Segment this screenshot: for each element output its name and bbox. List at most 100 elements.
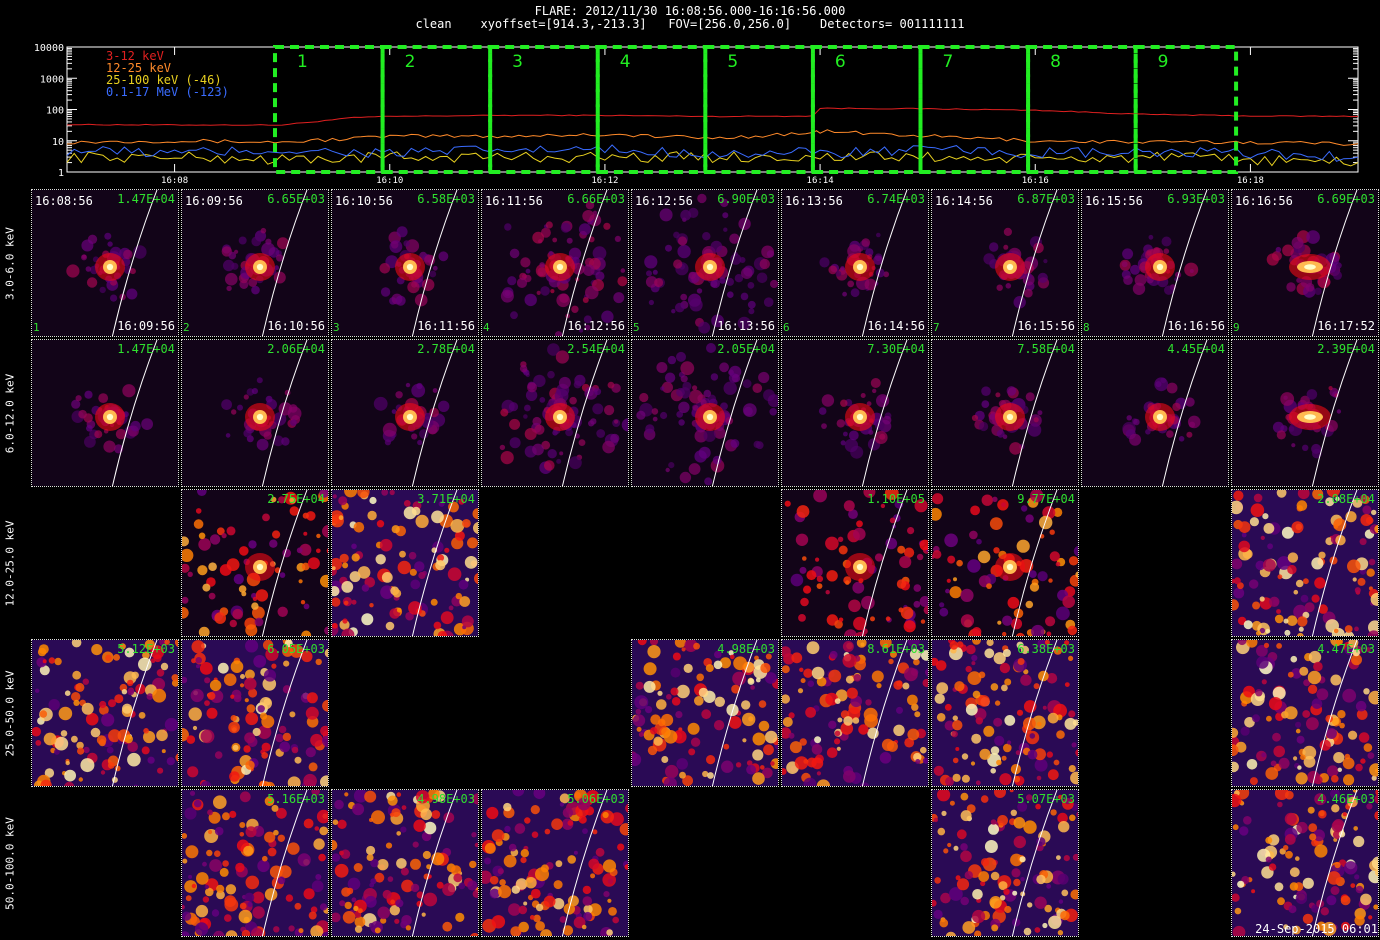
noise-blob (106, 746, 114, 754)
noise-blob (728, 716, 742, 729)
noise-blob (966, 644, 976, 655)
noise-blob (303, 531, 308, 536)
noise-blob (127, 688, 135, 696)
noise-blob (472, 889, 478, 898)
diffuse-blob (1033, 242, 1044, 254)
noise-blob (471, 832, 477, 838)
noise-blob (782, 694, 790, 704)
noise-blob (1333, 628, 1339, 634)
noise-blob (171, 674, 178, 682)
noise-blob (674, 640, 686, 648)
diffuse-blob (539, 262, 545, 268)
noise-blob (245, 624, 258, 636)
noise-blob (306, 511, 316, 521)
noise-blob (195, 657, 202, 664)
noise-blob (578, 815, 587, 824)
noise-blob (278, 496, 286, 504)
noise-blob (191, 640, 205, 654)
noise-blob (1295, 892, 1308, 905)
noise-blob (1002, 649, 1011, 657)
noise-blob (332, 586, 340, 597)
noise-blob (1329, 556, 1338, 565)
image-canvas (332, 490, 478, 636)
image-canvas (182, 340, 328, 486)
noise-blob (782, 646, 791, 658)
noise-blob (1049, 529, 1055, 535)
noise-blob (1270, 760, 1277, 767)
noise-blob (349, 571, 361, 583)
noise-blob (885, 537, 898, 550)
noise-blob (423, 821, 437, 835)
noise-blob (1029, 733, 1036, 739)
noise-blob (965, 665, 972, 673)
noise-blob (602, 859, 617, 873)
noise-blob (913, 600, 921, 608)
noise-blob (531, 831, 539, 838)
noise-blob (799, 738, 807, 746)
x-tick-label: 16:14 (807, 176, 834, 186)
noise-blob (422, 850, 431, 860)
noise-blob (1259, 596, 1265, 602)
noise-blob (972, 690, 981, 699)
diffuse-blob (115, 428, 127, 440)
noise-blob (396, 607, 402, 613)
noise-blob (1327, 871, 1341, 885)
noise-blob (1036, 721, 1042, 727)
noise-blob (298, 928, 304, 934)
noise-blob (952, 773, 961, 782)
noise-blob (182, 596, 189, 604)
image-canvas (182, 790, 328, 936)
noise-blob (682, 775, 693, 786)
diffuse-blob (243, 394, 249, 400)
diffuse-blob (395, 295, 406, 306)
noise-blob (438, 500, 445, 507)
noise-blob (932, 493, 944, 505)
noise-blob (1232, 727, 1239, 738)
noise-blob (182, 563, 190, 573)
noise-blob (1353, 835, 1365, 848)
noise-blob (229, 771, 240, 782)
noise-blob (937, 827, 946, 836)
noise-blob (226, 558, 240, 571)
diffuse-blob (547, 343, 560, 356)
noise-blob (1232, 578, 1235, 584)
diffuse-blob (729, 233, 740, 244)
interval-index: 5 (633, 321, 640, 334)
noise-blob (252, 906, 265, 919)
diffuse-blob (1037, 272, 1048, 283)
noise-blob (248, 688, 258, 698)
source-peak (406, 413, 414, 421)
diffuse-blob (679, 471, 692, 484)
noise-blob (473, 521, 478, 535)
noise-blob (935, 660, 947, 671)
interval-box (1026, 45, 1138, 174)
noise-blob (107, 762, 115, 769)
image-canvas (632, 640, 778, 786)
noise-blob (764, 730, 778, 744)
noise-blob (978, 695, 990, 707)
noise-blob (308, 911, 317, 920)
peak-value: 7.58E+04 (1017, 342, 1075, 356)
noise-blob (1302, 710, 1311, 718)
noise-blob (694, 696, 704, 706)
noise-blob (1010, 764, 1021, 775)
noise-blob (1048, 915, 1062, 929)
diffuse-blob (726, 277, 734, 286)
noise-blob (1048, 578, 1053, 583)
noise-blob (113, 654, 120, 661)
noise-blob (311, 880, 324, 893)
diffuse-blob (996, 429, 1005, 438)
noise-blob (834, 620, 843, 629)
diffuse-blob (617, 276, 628, 287)
figure-subtitle: clean xyoffset=[914.3,-213.3] FOV=[256.0… (415, 17, 965, 31)
noise-blob (956, 829, 967, 840)
noise-blob (321, 931, 328, 936)
noise-blob (555, 860, 563, 868)
noise-blob (230, 694, 235, 699)
noise-blob (706, 755, 716, 765)
noise-blob (354, 916, 366, 928)
noise-blob (261, 742, 271, 752)
diffuse-blob (668, 462, 675, 469)
diffuse-blob (696, 288, 703, 294)
